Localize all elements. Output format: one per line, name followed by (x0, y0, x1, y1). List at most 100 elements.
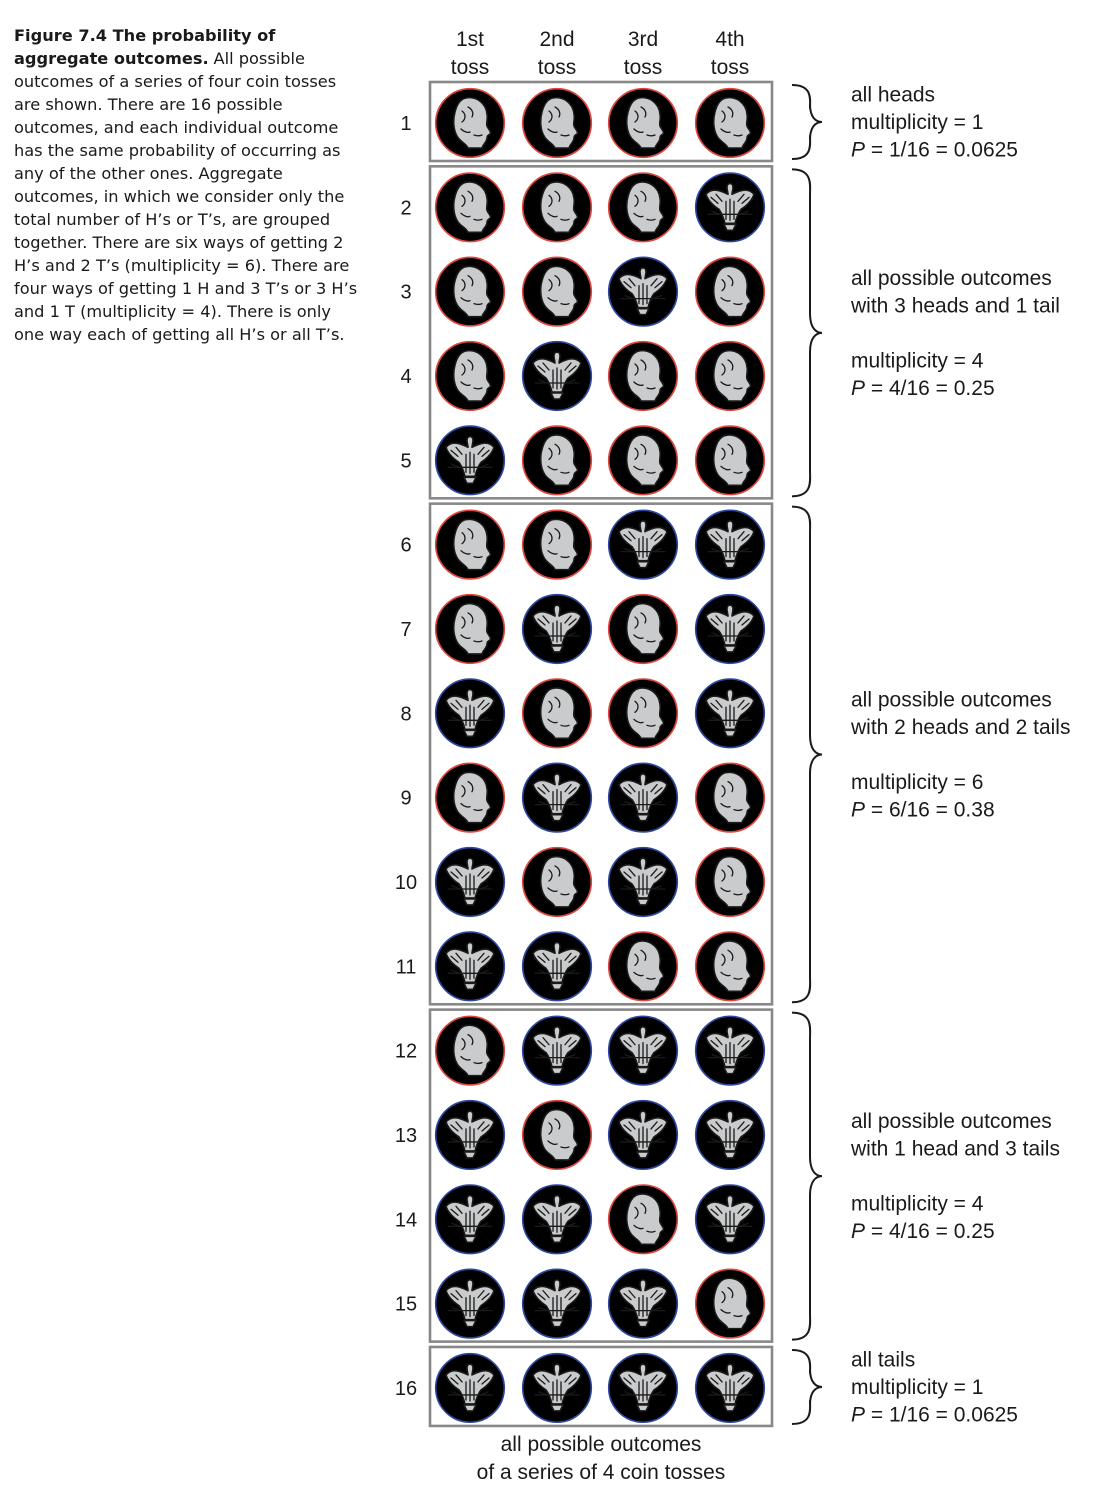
row-number: 1 (400, 113, 411, 135)
coin-heads (434, 762, 506, 833)
coin-tails (434, 425, 506, 496)
group-frame (428, 1345, 774, 1428)
coin-heads (694, 931, 766, 1002)
row-number: 11 (396, 956, 417, 978)
group-frame (428, 80, 774, 163)
group-brace (791, 1011, 823, 1341)
coin-heads (434, 87, 506, 159)
group-label-line: P = 6/16 = 0.38 (851, 798, 995, 821)
coin-heads (694, 846, 766, 918)
group-label-line: multiplicity = 4 (851, 349, 984, 372)
coin-heads (434, 256, 506, 327)
coin-heads (521, 509, 593, 580)
group-label-line: multiplicity = 4 (851, 1193, 984, 1216)
coin-tails (521, 1184, 593, 1255)
portrait-head-icon (435, 341, 505, 411)
column-header-line1: 4th (715, 28, 744, 51)
portrait-head-icon (695, 931, 765, 1001)
portrait-head-icon (522, 257, 592, 326)
eagle-icon (608, 763, 678, 832)
coin-heads (521, 1099, 593, 1171)
portrait-head-icon (695, 847, 765, 917)
eagle-icon (608, 847, 678, 917)
row-number: 10 (395, 872, 417, 894)
eagle-icon (695, 1353, 765, 1423)
coin-heads (607, 1184, 679, 1255)
row-number: 2 (400, 197, 411, 219)
eagle-icon (608, 257, 678, 326)
eagle-icon (522, 931, 592, 1001)
portrait-head-icon (608, 341, 678, 411)
group-label-line: with 2 heads and 2 tails (850, 716, 1070, 739)
coin-tails (607, 846, 679, 918)
group-label-line: all tails (851, 1348, 915, 1371)
coin-heads (694, 1268, 766, 1339)
group-label-line: with 3 heads and 1 tail (850, 294, 1060, 317)
eagle-icon (695, 679, 765, 748)
coin-tails (694, 593, 766, 665)
coin-tails (521, 593, 593, 665)
coin-tails (694, 678, 766, 749)
portrait-head-icon (695, 88, 765, 158)
portrait-head-icon (608, 594, 678, 664)
coin-heads (694, 256, 766, 327)
coin-heads (521, 256, 593, 327)
portrait-head-icon (608, 679, 678, 748)
group-label-line: multiplicity = 1 (851, 1376, 983, 1399)
coin-tails (521, 1268, 593, 1339)
portrait-head-icon (522, 510, 592, 579)
footer-caption-line: of a series of 4 coin tosses (477, 1461, 726, 1484)
row-number: 13 (395, 1125, 417, 1147)
group-label-line: P = 4/16 = 0.25 (851, 377, 995, 400)
coin-tails (607, 509, 679, 580)
portrait-head-icon (522, 426, 592, 495)
coin-heads (607, 678, 679, 749)
portrait-head-icon (608, 88, 678, 158)
coin-heads (434, 509, 506, 580)
eagle-icon (522, 341, 592, 411)
coin-tails (434, 1184, 506, 1255)
coin-tails (434, 846, 506, 918)
coin-tails (607, 762, 679, 833)
row-number: 9 (400, 788, 411, 810)
eagle-icon (608, 510, 678, 579)
eagle-icon (695, 1184, 765, 1254)
portrait-head-icon (695, 341, 765, 411)
group-label-line: all heads (851, 84, 935, 107)
column-header-line1: 1st (456, 28, 484, 51)
coin-heads (694, 87, 766, 159)
portrait-head-icon (522, 88, 592, 158)
coin-heads (434, 340, 506, 412)
coin-heads (521, 172, 593, 243)
group-label-line: all possible outcomes (851, 267, 1052, 290)
eagle-icon (695, 1016, 765, 1085)
coin-tails (607, 1099, 679, 1171)
coin-heads (607, 593, 679, 665)
portrait-head-icon (435, 257, 505, 326)
group-label-line: P = 1/16 = 0.0625 (851, 139, 1018, 162)
coin-heads (694, 340, 766, 412)
group-label-line: with 1 head and 3 tails (850, 1138, 1060, 1161)
coin-tails (434, 1268, 506, 1339)
eagle-icon (522, 1016, 592, 1085)
row-number: 3 (400, 282, 411, 304)
group-brace (791, 168, 823, 498)
coin-tails (434, 931, 506, 1002)
coin-tails (607, 1352, 679, 1424)
group-label-line: P = 4/16 = 0.25 (851, 1220, 995, 1243)
portrait-head-icon (608, 426, 678, 495)
row-number: 12 (395, 1041, 417, 1063)
eagle-icon (435, 1353, 505, 1423)
column-header-line1: 2nd (539, 28, 574, 51)
eagle-icon (695, 510, 765, 579)
eagle-icon (522, 1269, 592, 1338)
coin-tails (694, 1184, 766, 1255)
coin-tails (521, 1015, 593, 1086)
group-label-line: all possible outcomes (851, 688, 1052, 711)
eagle-icon (695, 594, 765, 664)
column-header-line2: toss (451, 56, 490, 79)
portrait-head-icon (608, 931, 678, 1001)
caption-body: All possible outcomes of a series of fou… (14, 49, 358, 344)
coin-tails (607, 1268, 679, 1339)
group-label-line: multiplicity = 1 (851, 111, 983, 134)
